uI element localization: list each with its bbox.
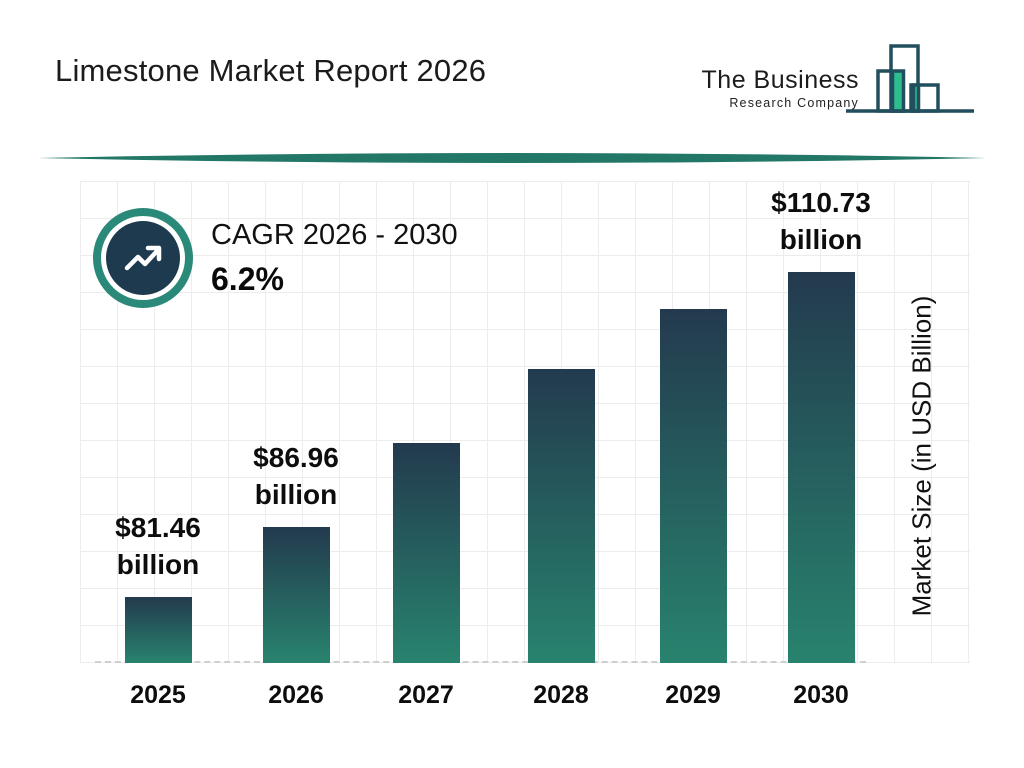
bar-2028 xyxy=(527,369,595,663)
cagr-value: 6.2% xyxy=(211,261,284,297)
logo-text: The Business Research Company xyxy=(702,66,859,110)
page-title: Limestone Market Report 2026 xyxy=(55,53,487,88)
logo-line2: Research Company xyxy=(729,96,859,110)
x-axis-baseline xyxy=(95,661,866,663)
value-label-line: billion xyxy=(116,549,200,580)
cagr-badge-core xyxy=(106,221,180,295)
x-tick-2025: 2025 xyxy=(130,681,186,709)
x-tick-2026: 2026 xyxy=(268,681,324,709)
x-tick-2030: 2030 xyxy=(793,681,849,709)
cagr-badge xyxy=(93,208,193,308)
x-tick-2029: 2029 xyxy=(665,681,721,709)
value-label-2026: $86.96 billion xyxy=(176,439,416,513)
trend-up-arrow-icon xyxy=(124,245,162,271)
value-label-line: billion xyxy=(254,479,338,510)
cagr-badge-ring-gap xyxy=(101,216,185,300)
cagr-period-label: CAGR 2026 - 2030 xyxy=(211,219,458,251)
bar-2030 xyxy=(787,272,855,663)
value-label-line: billion xyxy=(779,224,863,255)
divider xyxy=(38,153,986,163)
value-label-2025: $81.46 billion xyxy=(38,509,278,583)
y-axis-label: Market Size (in USD Billion) xyxy=(906,295,937,617)
value-label-line: $86.96 xyxy=(253,442,339,473)
skyline-bars-icon xyxy=(846,44,974,113)
bar-2025 xyxy=(124,597,192,663)
bar-2026 xyxy=(262,527,330,663)
bar-2029 xyxy=(659,309,727,663)
company-logo: The Business Research Company xyxy=(702,38,974,120)
value-label-line: $81.46 xyxy=(115,512,201,543)
value-label-2030: $110.73 billion xyxy=(701,184,941,258)
bar-2027 xyxy=(392,443,460,663)
value-label-line: $110.73 xyxy=(771,187,871,218)
bars-container: $81.46 billion $86.96 billion $110.73 billion xyxy=(80,181,970,663)
x-tick-2028: 2028 xyxy=(533,681,589,709)
x-tick-2027: 2027 xyxy=(398,681,454,709)
logo-line1: The Business xyxy=(701,66,859,94)
